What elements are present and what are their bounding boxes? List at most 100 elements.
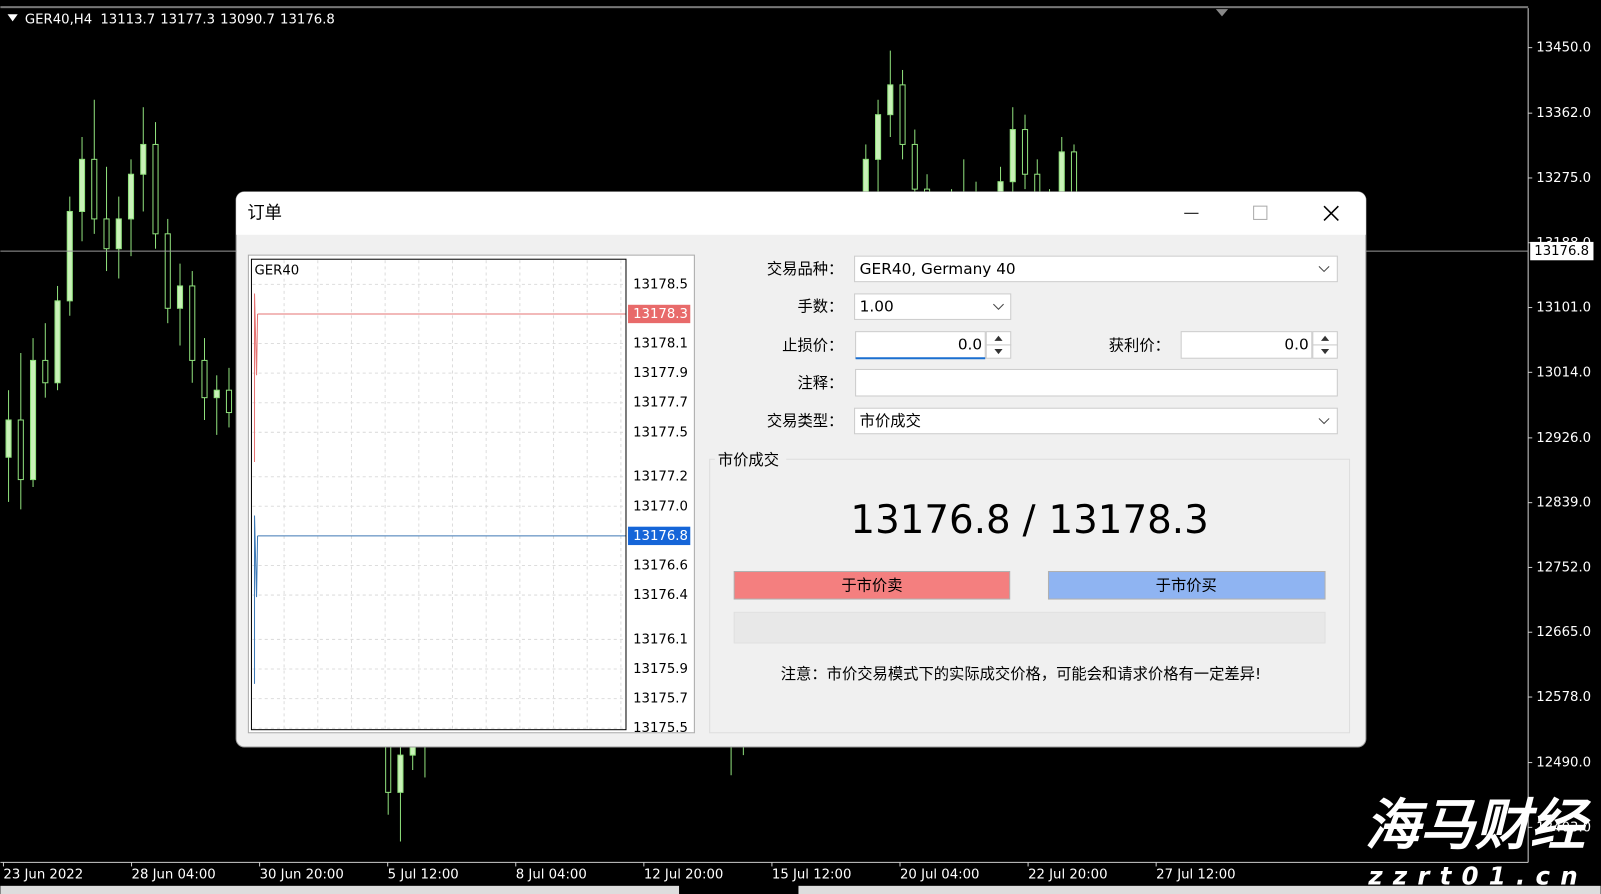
take-profit-value: 0.0 <box>1284 335 1308 353</box>
candle-body <box>899 84 906 145</box>
price-tick-label: 12839.0 <box>1536 496 1591 511</box>
tick-price-label: 13176.1 <box>633 632 688 647</box>
price-tick-label: 12578.0 <box>1536 690 1591 705</box>
candle-body <box>54 300 61 384</box>
group-title-bg <box>714 451 787 468</box>
close-button[interactable] <box>1323 205 1339 221</box>
candle-body <box>201 359 208 399</box>
comment-input[interactable] <box>855 368 1338 397</box>
price-tick-label: 13101.0 <box>1536 301 1591 316</box>
symbol-combo[interactable] <box>854 255 1338 283</box>
time-label: 30 Jun 20:00 <box>260 868 344 883</box>
time-label: 15 Jul 12:00 <box>772 868 851 883</box>
time-label: 28 Jun 04:00 <box>132 868 216 883</box>
candle-body <box>5 419 12 458</box>
shift-marker <box>1215 9 1229 17</box>
volume-combo[interactable] <box>854 293 1012 320</box>
candle-body <box>42 359 49 384</box>
combo-arrow <box>993 303 1004 310</box>
price-tick-label: 13014.0 <box>1536 365 1591 380</box>
time-label: 27 Jul 12:00 <box>1156 868 1235 883</box>
tick-price-label: 13177.0 <box>633 499 688 514</box>
tick-price-label: 13178.5 <box>633 277 688 292</box>
candle-body <box>152 143 159 235</box>
tick-chart-panel <box>247 254 695 734</box>
ohlc-open: 13113.7 <box>100 12 155 27</box>
candle-body <box>115 218 122 250</box>
current-price-label: 13176.8 <box>1534 244 1589 259</box>
tick-price-label: 13177.7 <box>633 396 688 411</box>
spin-down-arrow <box>1320 349 1330 355</box>
bid-label-box <box>628 526 691 546</box>
symbol-value: GER40, Germany 40 <box>860 260 1016 278</box>
take-profit-label: 获利价： <box>1109 336 1170 354</box>
take-profit-input[interactable] <box>1180 331 1313 359</box>
candle-body <box>225 389 233 414</box>
order-type-combo[interactable] <box>854 407 1338 435</box>
quote-separator: / <box>1023 498 1037 543</box>
buy-button-label: 于市价买 <box>1156 576 1217 594</box>
chart-menu-arrow[interactable] <box>7 14 18 22</box>
tick-price-label: 13175.5 <box>633 721 688 736</box>
sell-button-label: 于市价卖 <box>841 576 902 594</box>
candle-body <box>397 754 404 793</box>
candle-body <box>140 143 147 175</box>
price-tick-label: 12490.0 <box>1536 756 1591 771</box>
volume-label: 手数： <box>797 298 843 316</box>
tick-chart: 13178.5 13178.1 13177.9 13177.7 13177.5 13177… <box>252 260 691 736</box>
order-type-value: 市价成交 <box>860 412 921 430</box>
candle-body <box>17 419 24 481</box>
candle-body <box>189 285 196 361</box>
title-bar <box>236 191 1366 235</box>
chart-header: GER40,H4 13113.7 13177.3 13090.7 13176.8 <box>25 12 335 27</box>
price-tick-label: 13275.0 <box>1536 171 1591 186</box>
candle-body <box>213 389 220 399</box>
candle-body <box>1009 129 1016 183</box>
notice: 注意：市价交易模式下的实际成交价格，可能会和请求价格有一定差异! <box>781 665 1261 683</box>
combo-arrow <box>1318 266 1330 273</box>
ask-quote: 13178.3 <box>1048 498 1208 543</box>
status-bar <box>0 885 680 894</box>
tick-chart-symbol: GER40 <box>255 263 300 278</box>
candle-body <box>887 84 894 116</box>
spin-down-arrow <box>994 349 1003 355</box>
watermark-site: zzrt01.cn <box>1367 862 1587 891</box>
status-bar <box>798 885 1601 894</box>
symbol-timeframe: GER40,H4 <box>25 12 92 27</box>
spin-up-arrow <box>1320 335 1330 341</box>
bid-label: 13176.8 <box>633 529 688 544</box>
chart-top-border <box>0 6 1529 9</box>
price-tick-label: 13362.0 <box>1536 106 1591 121</box>
time-label: 20 Jul 04:00 <box>900 868 979 883</box>
ask-label: 13178.3 <box>633 307 688 322</box>
candle-body <box>127 173 135 220</box>
maximize-button[interactable] <box>1253 205 1268 220</box>
candle-body <box>78 158 86 212</box>
order-dialog: 订单 13178.513178.113177.913177.713177.513… <box>235 191 1367 748</box>
order-type-label: 交易类型： <box>767 412 844 430</box>
ask-spike <box>253 293 259 462</box>
watermark: 海马财经 zzrt01.cn <box>1365 793 1591 891</box>
stop-loss-input[interactable] <box>855 331 986 359</box>
candle-body <box>29 359 37 481</box>
candle-body <box>875 114 882 160</box>
candle-body <box>911 143 918 190</box>
buy-button[interactable] <box>1047 570 1326 600</box>
execution-group-title: 市价成交 <box>718 451 779 469</box>
spin-up-arrow <box>994 335 1003 341</box>
volume-value: 1.00 <box>860 298 894 316</box>
bid-quote: 13176.8 <box>850 498 1010 543</box>
candle-body <box>164 233 171 309</box>
ask-label-box <box>628 304 691 324</box>
price-tick-label: 12926.0 <box>1536 431 1591 446</box>
candle-body <box>1021 129 1029 175</box>
time-label: 12 Jul 20:00 <box>644 868 723 883</box>
candle-body <box>66 210 73 302</box>
tick-price-label: 13177.2 <box>633 470 688 485</box>
price-tick-label: 12403.0 <box>1536 820 1591 835</box>
tick-price-label: 13175.9 <box>633 662 688 677</box>
sell-button[interactable] <box>733 570 1011 600</box>
